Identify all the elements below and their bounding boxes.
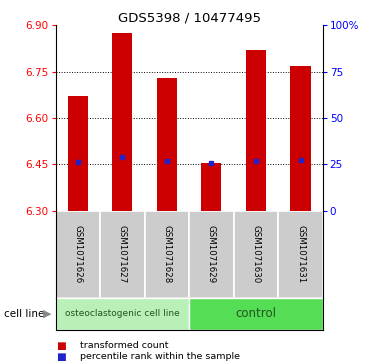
Bar — [189, 298, 323, 330]
Text: control: control — [236, 307, 276, 321]
Text: cell line: cell line — [4, 309, 44, 319]
Bar — [68, 97, 88, 211]
Title: GDS5398 / 10477495: GDS5398 / 10477495 — [118, 11, 261, 24]
Text: percentile rank within the sample: percentile rank within the sample — [80, 352, 240, 361]
Bar — [290, 66, 311, 211]
Text: osteoclastogenic cell line: osteoclastogenic cell line — [65, 310, 180, 318]
Bar — [56, 211, 100, 298]
Text: ■: ■ — [56, 352, 65, 362]
Bar — [278, 211, 323, 298]
Text: GSM1071629: GSM1071629 — [207, 225, 216, 283]
Bar — [112, 33, 132, 211]
Bar — [234, 211, 278, 298]
Bar — [189, 211, 234, 298]
Text: ■: ■ — [56, 341, 65, 351]
Bar — [145, 211, 189, 298]
Bar — [100, 211, 145, 298]
Text: GSM1071626: GSM1071626 — [73, 225, 82, 283]
Text: GSM1071628: GSM1071628 — [162, 225, 171, 283]
Text: GSM1071630: GSM1071630 — [252, 225, 260, 283]
Bar — [246, 50, 266, 211]
Text: ▶: ▶ — [43, 309, 51, 319]
Bar — [56, 298, 189, 330]
Text: GSM1071627: GSM1071627 — [118, 225, 127, 283]
Bar — [157, 78, 177, 211]
Bar — [201, 163, 221, 211]
Text: GSM1071631: GSM1071631 — [296, 225, 305, 283]
Text: transformed count: transformed count — [80, 342, 168, 350]
